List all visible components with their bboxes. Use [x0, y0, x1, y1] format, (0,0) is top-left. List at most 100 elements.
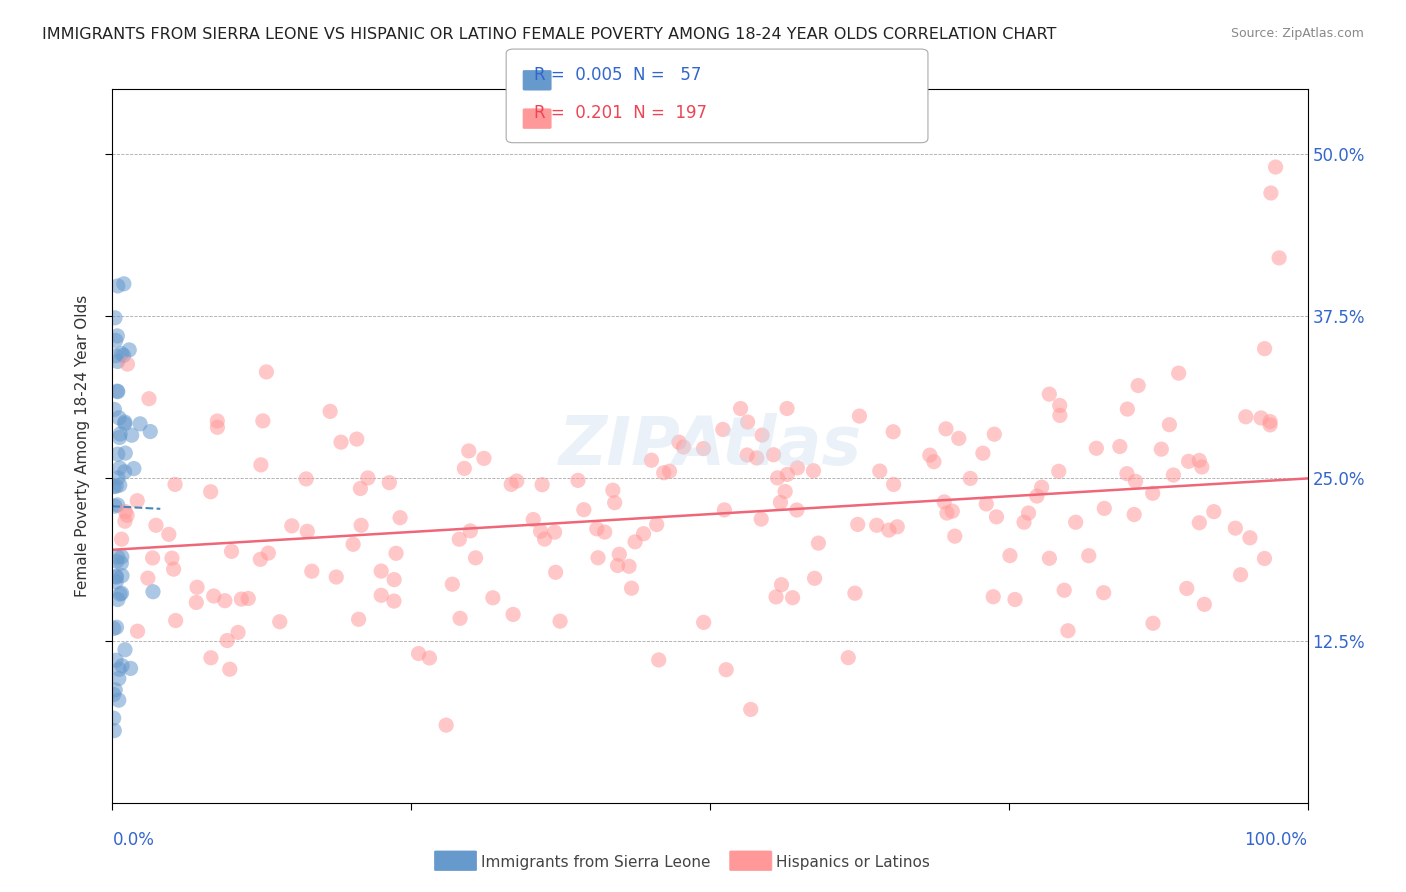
Point — [1191, 460, 1213, 475]
Point — [1142, 616, 1164, 631]
Point — [531, 477, 554, 491]
Point — [803, 571, 825, 585]
Point — [301, 564, 323, 578]
Point — [807, 536, 830, 550]
Point — [457, 444, 479, 458]
Point — [112, 348, 135, 362]
Point — [522, 512, 544, 526]
Point — [385, 546, 408, 560]
Point — [1025, 489, 1047, 503]
Point — [1004, 592, 1026, 607]
Point — [114, 417, 136, 431]
Point — [1253, 551, 1275, 566]
Point — [883, 477, 905, 491]
Point — [935, 506, 957, 520]
Point — [103, 723, 125, 738]
Point — [110, 346, 132, 360]
Point — [714, 663, 737, 677]
Point — [782, 591, 804, 605]
Point — [1116, 402, 1139, 417]
Point — [1150, 442, 1173, 457]
Point — [107, 672, 129, 686]
Point — [111, 549, 134, 564]
Point — [543, 525, 565, 540]
Point — [567, 474, 589, 488]
Point — [145, 518, 167, 533]
Point — [624, 534, 647, 549]
Point — [218, 662, 240, 676]
Text: R =  0.201  N =  197: R = 0.201 N = 197 — [534, 103, 707, 121]
Point — [108, 461, 131, 475]
Point — [107, 592, 129, 607]
Point — [1031, 480, 1053, 494]
Point — [986, 509, 1008, 524]
Point — [269, 615, 291, 629]
Point — [105, 384, 128, 398]
Point — [142, 550, 165, 565]
Point — [762, 448, 785, 462]
Point — [214, 593, 236, 607]
Point — [104, 310, 127, 325]
Point — [617, 559, 640, 574]
Point — [127, 624, 149, 639]
Point — [103, 480, 125, 494]
Point — [773, 484, 796, 499]
Text: 100.0%: 100.0% — [1244, 831, 1308, 849]
Point — [157, 527, 180, 541]
Point — [330, 435, 353, 450]
Point — [186, 580, 208, 594]
Text: ZIPAtlas: ZIPAtlas — [558, 413, 862, 479]
Point — [1260, 186, 1282, 200]
Point — [472, 451, 495, 466]
Point — [606, 558, 628, 573]
Point — [378, 475, 401, 490]
Point — [770, 578, 793, 592]
Point — [648, 653, 671, 667]
Point — [1092, 501, 1115, 516]
Point — [1188, 516, 1211, 530]
Point — [572, 502, 595, 516]
Point — [103, 688, 125, 702]
Point — [202, 589, 225, 603]
Point — [786, 461, 808, 475]
Point — [848, 409, 870, 423]
Point — [735, 448, 758, 462]
Point — [1125, 475, 1147, 489]
Point — [108, 430, 131, 444]
Point — [127, 493, 149, 508]
Point — [1049, 399, 1071, 413]
Point — [107, 471, 129, 485]
Point — [1077, 549, 1099, 563]
Point — [1177, 454, 1199, 468]
Point — [382, 594, 405, 608]
Point — [250, 458, 273, 472]
Point — [112, 277, 135, 291]
Point — [501, 477, 523, 491]
Point — [765, 590, 787, 604]
Point — [349, 482, 371, 496]
Point — [1175, 582, 1198, 596]
Point — [104, 682, 127, 697]
Point — [207, 420, 229, 434]
Point — [586, 550, 609, 565]
Point — [357, 471, 380, 485]
Point — [114, 415, 136, 429]
Point — [108, 410, 131, 425]
Point — [935, 422, 957, 436]
Point — [115, 508, 138, 523]
Point — [918, 448, 941, 462]
Point — [603, 496, 626, 510]
Point — [342, 537, 364, 551]
Point — [105, 554, 128, 568]
Point — [533, 532, 555, 546]
Point — [295, 472, 318, 486]
Point — [104, 653, 127, 667]
Point — [138, 392, 160, 406]
Point — [281, 519, 304, 533]
Point — [105, 574, 128, 589]
Point — [749, 512, 772, 526]
Point — [1108, 440, 1130, 454]
Point — [103, 402, 125, 417]
Point — [254, 365, 277, 379]
Point — [1142, 486, 1164, 500]
